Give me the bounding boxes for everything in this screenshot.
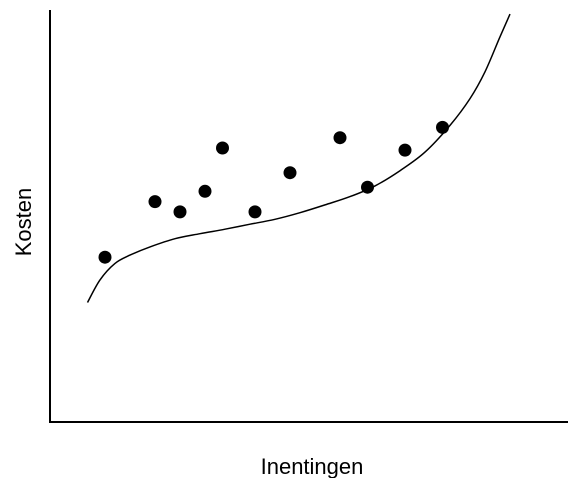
data-point-1	[98, 250, 112, 264]
data-point-6	[248, 205, 262, 219]
data-point-5	[216, 141, 229, 155]
data-point-2	[148, 195, 162, 209]
data-point-8	[333, 131, 347, 145]
data-point-10	[398, 143, 412, 157]
x-axis-label: Inentingen	[261, 454, 364, 478]
data-point-9	[361, 180, 374, 194]
data-point-7	[283, 166, 297, 180]
cost-curve	[86, 13, 511, 303]
data-point-3	[173, 205, 187, 219]
y-axis-label: Kosten	[11, 188, 36, 257]
scatter-points	[98, 120, 449, 264]
data-point-4	[198, 184, 212, 198]
data-point-11	[436, 120, 449, 134]
